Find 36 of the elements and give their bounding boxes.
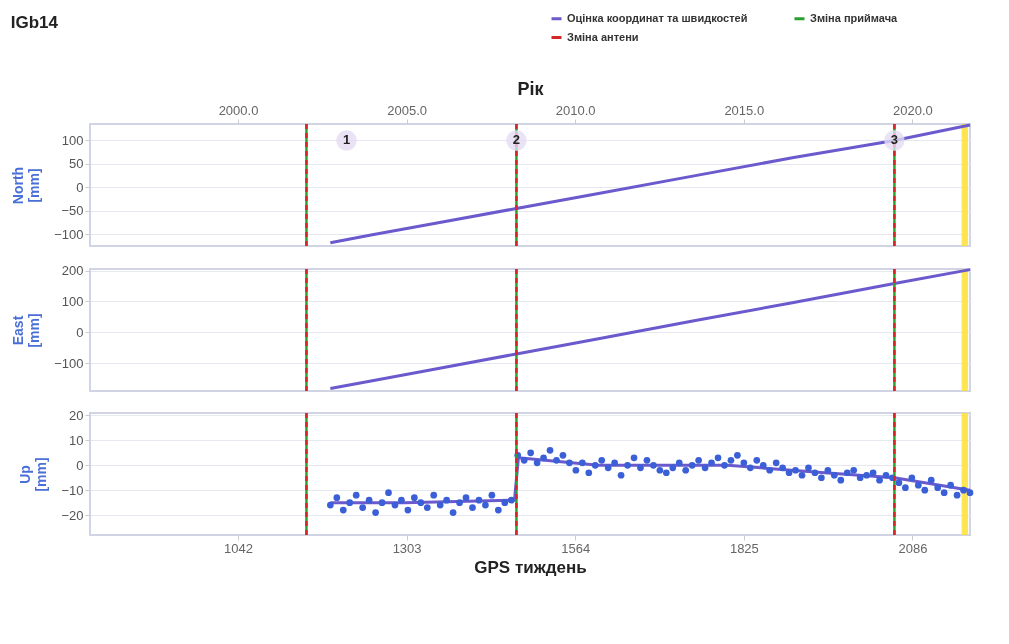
y-tick-label: −100 [54,355,84,371]
y-axis-title: North [mm] [10,166,43,205]
y-tick-label: −100 [54,226,84,242]
y-tick-label: 20 [69,407,84,423]
chart-title: IGb14 [10,13,59,32]
y-tick-label: 100 [61,293,84,309]
x-tick-label: 2086 [898,540,928,556]
y-tick-label: −10 [61,482,84,498]
annotation: 1 [342,132,351,148]
y-tick-label: −20 [61,507,84,523]
x-tick-label: 1564 [561,540,591,556]
x2-tick-label: 2005.0 [387,102,427,118]
annotation: 2 [512,132,521,148]
x-tick-label: 1303 [392,540,422,556]
x2-tick-label: 2020.0 [892,102,933,118]
y-axis-title: Up [mm] [17,457,50,492]
y-tick-label: 50 [69,156,84,172]
x-axis-title: GPS тиждень [474,557,587,577]
x-tick-label: 1825 [729,540,759,556]
legend-label: Оцінка координат та швидкостей [567,11,748,24]
y-axis-title: East [mm] [10,313,43,348]
y-tick-label: 100 [61,132,84,148]
y-tick-label: 0 [76,179,84,195]
x2-tick-label: 2015.0 [724,102,765,118]
x2-tick-label: 2010.0 [555,102,596,118]
x2-tick-label: 2000.0 [218,102,259,118]
y-tick-label: 10 [69,432,84,448]
y-tick-label: 0 [76,457,84,473]
x-tick-label: 1042 [224,540,253,556]
y-tick-label: −50 [61,203,84,219]
y-tick-label: 0 [76,324,84,340]
x2-axis-title: Рік [517,78,545,99]
annotation: 3 [890,132,899,148]
legend-label: Зміна антени [567,30,639,43]
y-tick-label: 200 [61,263,84,279]
legend-label: Зміна приймача [810,11,899,24]
